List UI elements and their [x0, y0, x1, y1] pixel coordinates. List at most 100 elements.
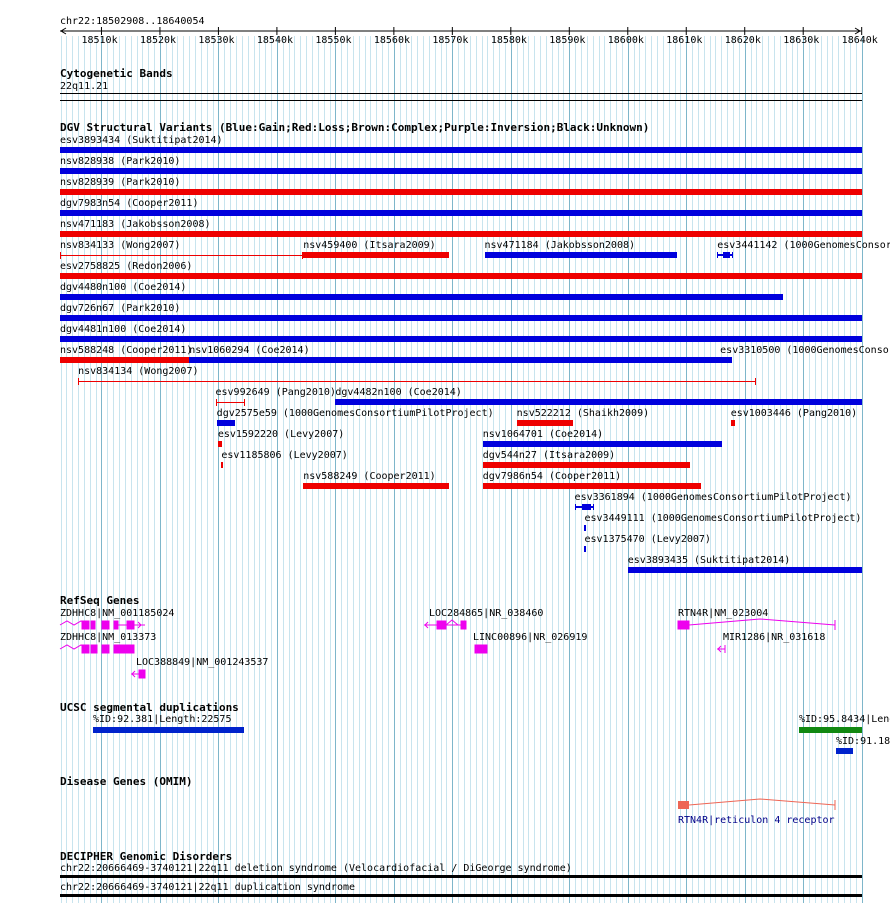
sv-label[interactable]: esv3449111 (1000GenomesConsortiumPilotPr… [584, 513, 862, 524]
gene-label-loc388849[interactable]: LOC388849|NM_001243537 [136, 657, 269, 668]
sv-feature[interactable] [584, 525, 587, 531]
sv-label[interactable]: dgv544n27 (Itsara2009) [482, 450, 616, 461]
sv-feature[interactable] [60, 189, 862, 195]
sv-label[interactable]: nsv471183 (Jakobsson2008) [60, 219, 211, 230]
gene-loc284865 [424, 619, 467, 630]
sv-label[interactable]: nsv588249 (Cooper2011) [303, 471, 436, 482]
sv-feature[interactable] [60, 273, 862, 279]
sv-label[interactable]: dgv7983n54 (Cooper2011) [60, 198, 199, 209]
sv-label[interactable]: dgv7986n54 (Cooper2011) [482, 471, 622, 482]
gene-label-zdhhc8-1[interactable]: ZDHHC8|NM_001185024 [60, 608, 175, 619]
ruler-tick-label: 18620k [724, 35, 761, 46]
sv-feature[interactable] [730, 420, 736, 426]
sv-feature[interactable] [303, 252, 450, 258]
sv-feature[interactable] [60, 231, 862, 237]
sv-feature[interactable] [627, 567, 862, 573]
sv-label[interactable]: nsv828939 (Park2010) [60, 177, 181, 188]
segdup-bar-1[interactable] [93, 727, 244, 733]
sv-label[interactable]: nsv834134 (Wong2007) [78, 366, 199, 377]
sv-feature[interactable] [482, 462, 691, 468]
omim-gene-label[interactable]: RTN4R|reticulon 4 receptor [678, 815, 835, 826]
segdup-label-1[interactable]: %ID:92.381|Length:22575 [93, 714, 232, 725]
gene-label-loc284865[interactable]: LOC284865|NR_038460 [429, 608, 544, 619]
ruler-tick-label: 18510k [81, 35, 118, 46]
sv-feature[interactable] [303, 483, 450, 489]
sv-feature[interactable] [60, 147, 862, 153]
sv-feature[interactable] [215, 399, 245, 406]
sv-label[interactable]: esv3893435 (Suktitipat2014) [627, 555, 791, 566]
refseq-gene-glyphs[interactable] [0, 615, 890, 685]
ruler-tick-label: 18520k [139, 35, 177, 46]
sv-feature[interactable] [482, 441, 723, 447]
gene-label-mir1286[interactable]: MIR1286|NR_031618 [723, 632, 826, 643]
sv-feature[interactable] [516, 420, 574, 426]
sv-label[interactable]: nsv828938 (Park2010) [60, 156, 181, 167]
sv-feature[interactable] [216, 420, 235, 426]
sv-label[interactable]: esv2758825 (Redon2006) [60, 261, 193, 272]
sv-feature[interactable] [60, 357, 189, 363]
sv-label[interactable]: esv3893434 (Suktitipat2014) [60, 135, 223, 146]
sv-feature[interactable] [335, 399, 862, 405]
sv-label[interactable]: esv1185806 (Levy2007) [221, 450, 348, 461]
ruler-tick-label: 18580k [490, 35, 527, 46]
sv-label[interactable]: esv1592220 (Levy2007) [217, 429, 345, 440]
sv-feature[interactable] [484, 252, 678, 258]
sv-label[interactable]: dgv4480n100 (Coe2014) [60, 282, 187, 293]
sv-feature[interactable] [78, 378, 757, 385]
ruler-tick-label: 18530k [198, 35, 235, 46]
sv-feature[interactable] [60, 252, 304, 259]
decipher-label-2[interactable]: chr22:20666469-3740121|22q11 duplication… [60, 882, 356, 893]
segdup-label-2[interactable]: %ID:95.8434|Length:13009 [799, 714, 890, 725]
decipher-bar-1[interactable] [60, 875, 862, 878]
ruler-tick-label: 18590k [549, 35, 586, 46]
ruler-tick-label: 18600k [607, 35, 644, 46]
sv-label[interactable]: nsv588248 (Cooper2011) [60, 345, 193, 356]
ruler-tick-label: 18610k [666, 35, 703, 46]
dgv-track-title: DGV Structural Variants (Blue:Gain;Red:L… [60, 121, 650, 134]
sv-feature[interactable] [217, 441, 222, 447]
sv-feature[interactable] [717, 252, 734, 258]
gene-zdhhc8-1 [59, 620, 145, 630]
gene-label-linc00896[interactable]: LINC00896|NR_026919 [473, 632, 588, 643]
sv-label[interactable]: esv1003446 (Pang2010) [730, 408, 858, 419]
sv-label[interactable]: nsv471184 (Jakobsson2008) [484, 240, 636, 251]
sv-label[interactable]: nsv522212 (Shaikh2009) [516, 408, 650, 419]
gene-zdhhc8-2 [59, 644, 135, 654]
sv-label[interactable]: dgv4481n100 (Coe2014) [60, 324, 187, 335]
sv-label[interactable]: esv992649 (Pang2010) [215, 387, 336, 398]
sv-feature[interactable] [574, 504, 595, 510]
sv-label[interactable]: nsv1064701 (Coe2014) [482, 429, 604, 440]
segdup-label-3[interactable]: %ID:91.18| [836, 736, 890, 747]
gene-label-rtn4r[interactable]: RTN4R|NM_023004 [678, 608, 769, 619]
sv-label[interactable]: nsv1060294 (Coe2014) [189, 345, 310, 356]
segdup-bar-3[interactable] [836, 748, 853, 754]
sv-feature[interactable] [60, 294, 783, 300]
sv-label[interactable]: nsv459400 (Itsara2009) [303, 240, 436, 251]
sv-feature[interactable] [60, 336, 862, 342]
sv-feature[interactable] [189, 357, 723, 363]
sv-feature[interactable] [584, 546, 587, 552]
sv-label[interactable]: esv1375470 (Levy2007) [584, 534, 711, 545]
cytoband-bar-bottom [60, 100, 862, 101]
sv-feature[interactable] [221, 462, 224, 468]
sv-label[interactable]: nsv834133 (Wong2007) [60, 240, 181, 251]
sv-label[interactable]: dgv2575e59 (1000GenomesConsortiumPilotPr… [216, 408, 494, 419]
sv-label[interactable]: dgv4482n100 (Coe2014) [335, 387, 462, 398]
decipher-track-title: DECIPHER Genomic Disorders [60, 850, 233, 863]
refseq-track-title: RefSeq Genes [60, 594, 140, 607]
omim-gene-glyph[interactable] [0, 795, 890, 815]
sv-label[interactable]: dgv726n67 (Park2010) [60, 303, 181, 314]
sv-feature[interactable] [60, 168, 862, 174]
sv-feature[interactable] [60, 210, 862, 216]
segdup-bar-2[interactable] [799, 727, 862, 733]
sv-label[interactable]: esv3441142 (1000GenomesConsortiumPilotPr… [717, 240, 890, 251]
sv-label[interactable]: esv3361894 (1000GenomesConsortiumPilotPr… [574, 492, 852, 503]
decipher-label-1[interactable]: chr22:20666469-3740121|22q11 deletion sy… [60, 863, 572, 874]
gene-label-zdhhc8-2[interactable]: ZDHHC8|NM_013373 [60, 632, 157, 643]
sv-feature[interactable] [482, 483, 701, 489]
sv-feature[interactable] [720, 357, 733, 363]
gene-linc00896 [474, 644, 488, 654]
sv-feature[interactable] [60, 315, 862, 321]
sv-label[interactable]: esv3310500 (1000GenomesConsortiumPilotPr… [720, 345, 890, 356]
decipher-bar-2[interactable] [60, 894, 862, 897]
